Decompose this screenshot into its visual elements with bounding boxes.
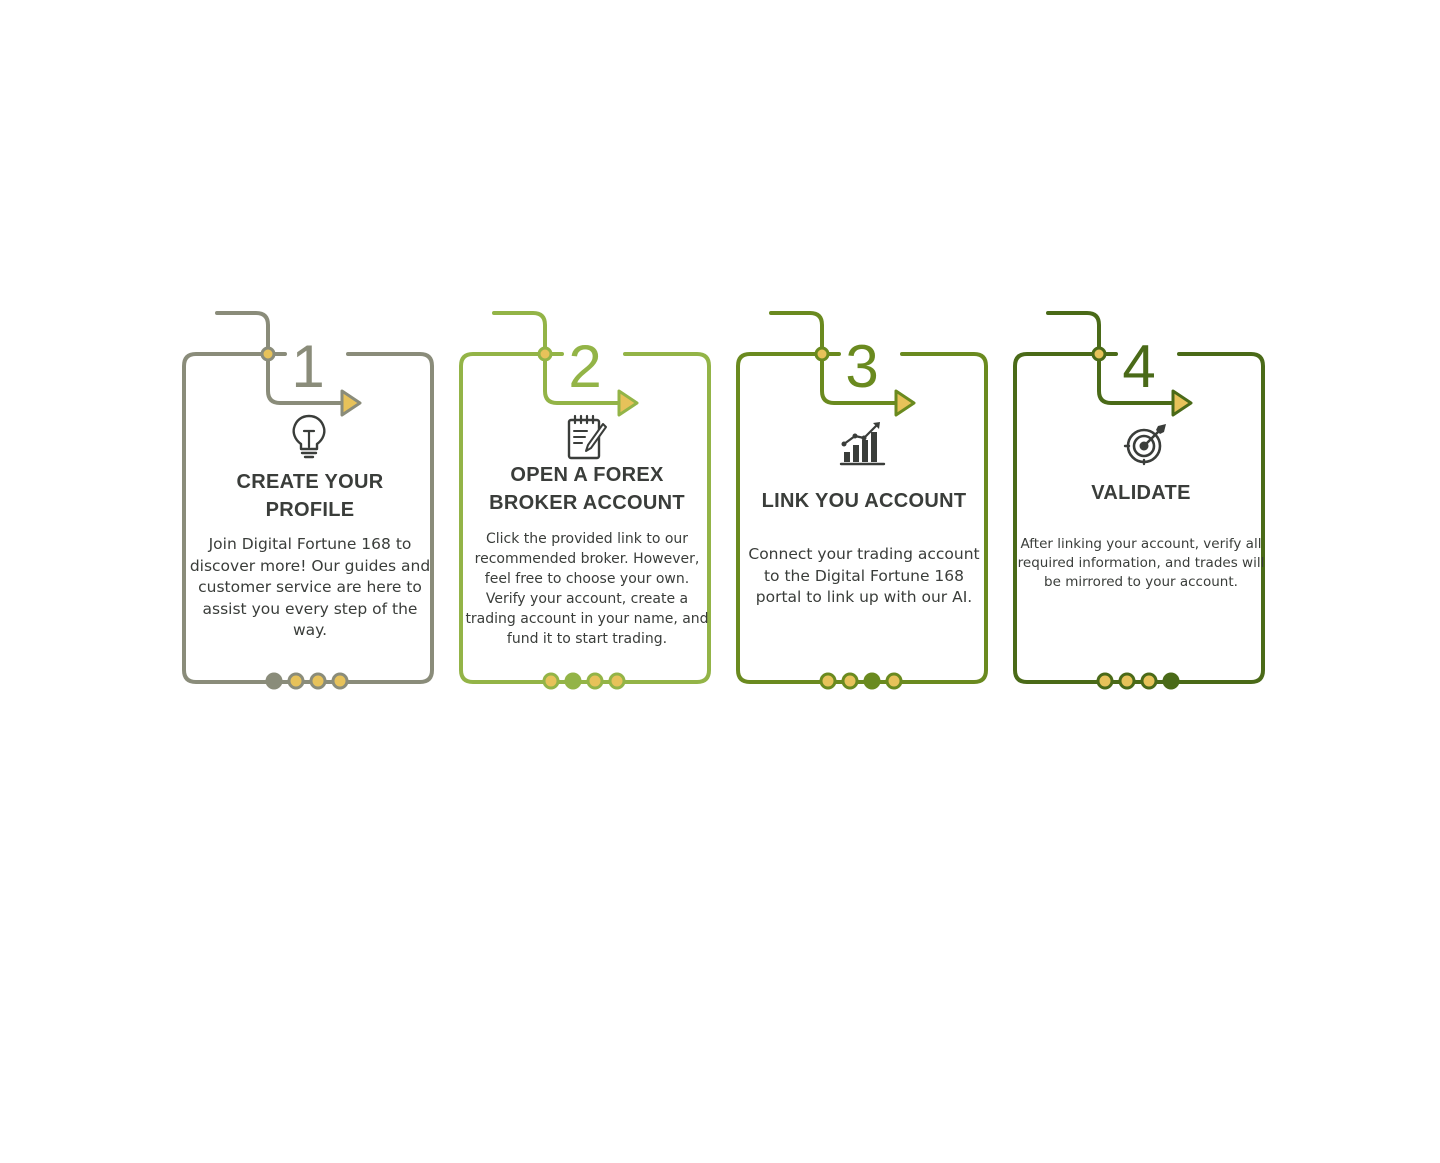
step-description: Click the provided link to our recommend… — [465, 531, 709, 647]
indicator-dot — [265, 672, 283, 690]
step-card-3: 3 LINK YOU ACCOUNT Connect your trading … — [734, 300, 994, 700]
step-number: 3 — [845, 333, 879, 400]
step-description: After linking your account, verify all r… — [1017, 536, 1265, 590]
step-indicator-dots — [542, 672, 626, 690]
indicator-dot — [608, 672, 626, 690]
frame-outline — [459, 352, 711, 684]
step-description: Connect your trading account to the Digi… — [748, 545, 980, 606]
step-card-1: 1 CREATE YOUR PROFILE Join Digital Fortu… — [180, 300, 440, 700]
indicator-dot — [1162, 672, 1180, 690]
frame-outline — [736, 352, 988, 684]
notepad-pencil-icon — [567, 414, 607, 460]
step-frame — [736, 311, 988, 690]
indicator-dot — [1096, 672, 1114, 690]
arrow-head — [1171, 389, 1193, 417]
junction-dot — [1091, 346, 1107, 362]
target-icon — [1123, 424, 1166, 466]
step-number: 4 — [1122, 333, 1156, 400]
step-number: 1 — [291, 333, 325, 400]
step-card-4: 4 VALIDATE After linking your account, v… — [1011, 300, 1271, 700]
frame-outline — [1013, 352, 1265, 684]
step-title: VALIDATE — [1091, 482, 1191, 504]
indicator-dot — [564, 672, 582, 690]
junction-dot — [814, 346, 830, 362]
junction-dot — [537, 346, 553, 362]
step-title: CREATE YOUR PROFILE — [236, 471, 384, 521]
indicator-dot — [309, 672, 327, 690]
indicator-dot — [287, 672, 305, 690]
frame-outline — [182, 352, 434, 684]
step-title: OPEN A FOREX BROKER ACCOUNT — [489, 464, 685, 514]
indicator-dot — [885, 672, 903, 690]
step-indicator-dots — [1096, 672, 1180, 690]
arrow-head — [340, 389, 362, 417]
indicator-dot — [819, 672, 837, 690]
step-description: Join Digital Fortune 168 to discover mor… — [189, 535, 431, 639]
step-number: 2 — [568, 333, 602, 400]
indicator-dot — [863, 672, 881, 690]
indicator-dot — [542, 672, 560, 690]
indicator-dot — [586, 672, 604, 690]
step-card-2: 2 OPEN A FOREX BROKER ACCOUNT Click the … — [457, 300, 717, 700]
arrow-head — [617, 389, 639, 417]
indicator-dot — [331, 672, 349, 690]
junction-dot — [260, 346, 276, 362]
lightbulb-icon — [292, 414, 326, 459]
step-indicator-dots — [265, 672, 349, 690]
step-title: LINK YOU ACCOUNT — [761, 490, 967, 512]
indicator-dot — [841, 672, 859, 690]
step-frame — [459, 311, 711, 690]
indicator-dot — [1118, 672, 1136, 690]
growth-chart-icon — [839, 422, 886, 466]
step-frame — [1013, 311, 1265, 690]
step-indicator-dots — [819, 672, 903, 690]
arrow-head — [894, 389, 916, 417]
step-frame — [182, 311, 434, 690]
indicator-dot — [1140, 672, 1158, 690]
